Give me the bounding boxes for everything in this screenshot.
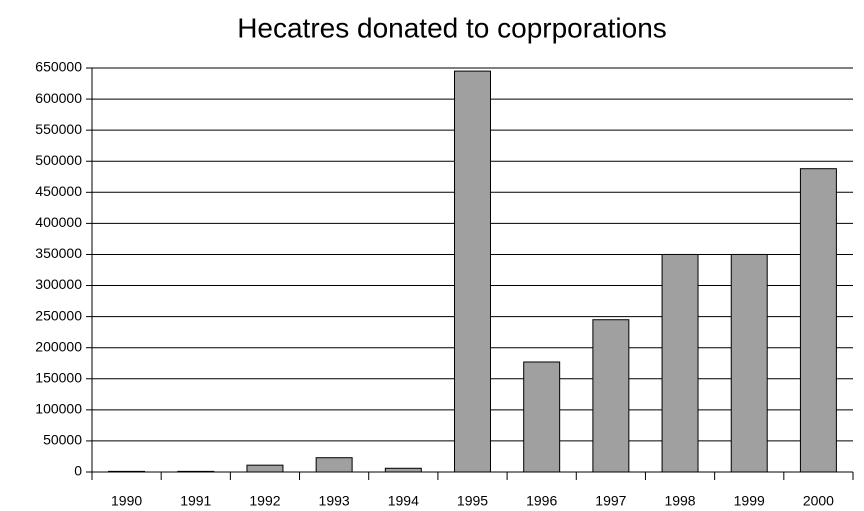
bar (246, 464, 284, 473)
chart-title: Hecatres donated to coprporations (237, 12, 667, 43)
y-tick-label: 50000 (43, 432, 82, 448)
y-tick-label: 0 (74, 463, 82, 479)
x-tick-label: 1990 (111, 493, 142, 509)
bar (799, 168, 837, 473)
bar (177, 470, 215, 473)
y-tick-label: 600000 (35, 90, 82, 106)
bar (315, 457, 353, 473)
y-tick-label: 400000 (35, 214, 82, 230)
bar (454, 70, 491, 473)
x-tick-label: 1994 (388, 493, 419, 509)
x-tick-label: 1991 (180, 493, 211, 509)
y-tick-label: 500000 (35, 152, 82, 168)
x-tick-label: 1996 (526, 493, 557, 509)
x-tick-label: 1997 (595, 493, 626, 509)
bar (661, 253, 699, 473)
y-tick-label: 300000 (35, 276, 82, 292)
y-tick-label: 350000 (35, 245, 82, 261)
x-tick-label: 1998 (664, 493, 695, 509)
bar (592, 319, 630, 473)
y-tick-label: 550000 (35, 121, 82, 137)
bar (730, 253, 768, 473)
y-tick-label: 650000 (35, 59, 82, 75)
x-tick-label: 1993 (319, 493, 350, 509)
x-tick-label: 1992 (249, 493, 280, 509)
y-tick-label: 150000 (35, 369, 82, 385)
y-tick-label: 250000 (35, 307, 82, 323)
y-tick-label: 100000 (35, 401, 82, 417)
y-tick-label: 200000 (35, 338, 82, 354)
bar (384, 467, 422, 473)
x-tick-label: 1999 (734, 493, 765, 509)
bar (523, 361, 561, 473)
x-tick-label: 1995 (457, 493, 488, 509)
y-tick-label: 450000 (35, 183, 82, 199)
x-tick-label: 2000 (803, 493, 834, 509)
bar (108, 470, 146, 473)
